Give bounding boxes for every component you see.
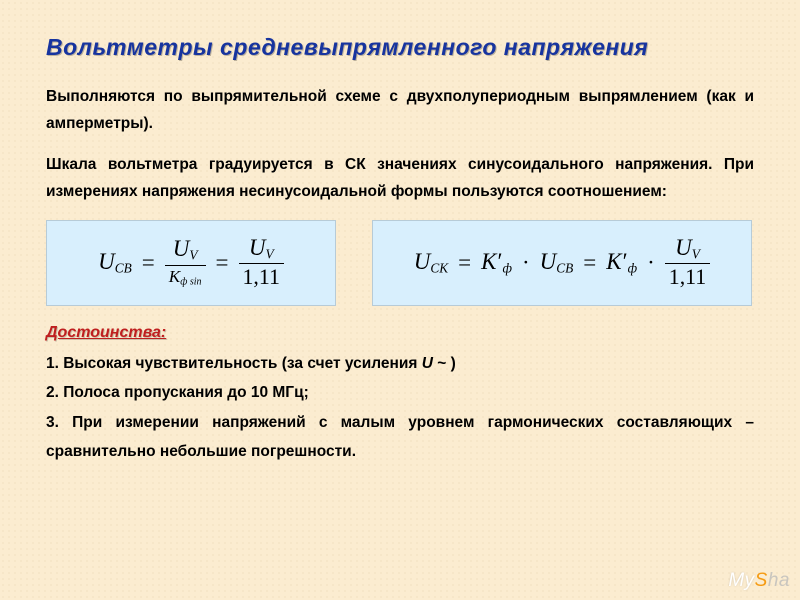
advantage-item-3: 3. При измерении напряжений с малым уров… <box>46 409 754 466</box>
paragraph-1: Выполняются по выпрямительной схеме с дв… <box>46 83 754 137</box>
advantages-list: 1. Высокая чувствительность (за счет уси… <box>46 350 754 467</box>
formula-right: UСК = K′ф · UСВ = K′ф · UV 1,11 <box>414 236 710 289</box>
advantage-item-2: 2. Полоса пропускания до 10 МГц; <box>46 379 754 408</box>
watermark: MySha <box>728 570 790 592</box>
formula-box-left: UСВ = UV Kф sin = UV 1,11 <box>46 220 336 306</box>
advantages-heading: Достоинства: <box>46 324 754 342</box>
advantage-item-1: 1. Высокая чувствительность (за счет уси… <box>46 350 754 379</box>
formula-left: UСВ = UV Kф sin = UV 1,11 <box>98 236 284 289</box>
watermark-part-3: ha <box>768 570 790 591</box>
paragraph-2: Шкала вольтметра градуируется в СК значе… <box>46 151 754 205</box>
slide-container: Вольтметры средневыпрямленного напряжени… <box>0 0 800 600</box>
formula-row: UСВ = UV Kф sin = UV 1,11 UСК = K′ф <box>46 220 754 306</box>
formula-box-right: UСК = K′ф · UСВ = K′ф · UV 1,11 <box>372 220 752 306</box>
slide-title: Вольтметры средневыпрямленного напряжени… <box>46 34 754 61</box>
watermark-part-1: My <box>728 570 754 591</box>
watermark-part-2: S <box>755 570 768 591</box>
